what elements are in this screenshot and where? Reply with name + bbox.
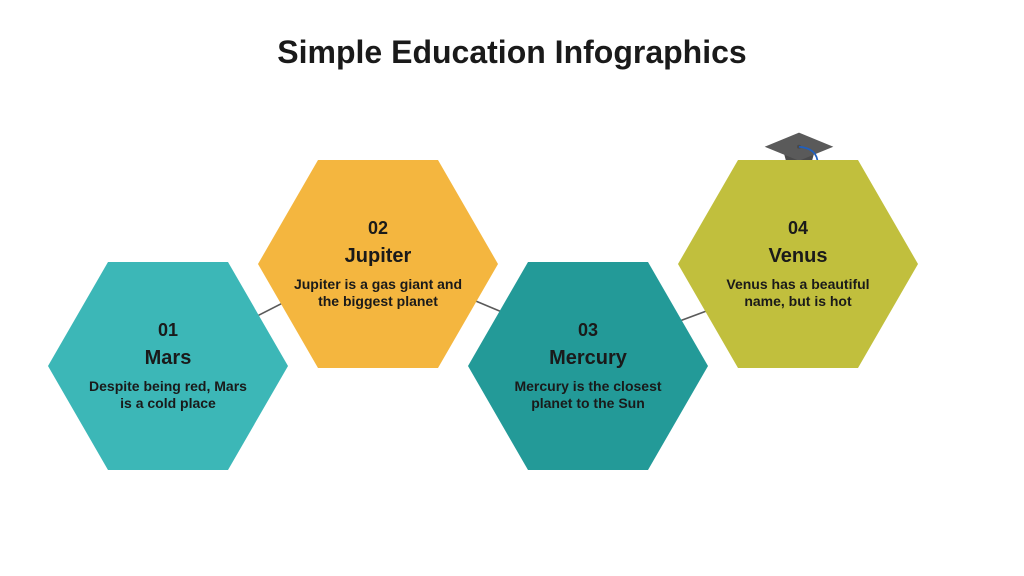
hex-number: 04	[788, 218, 808, 239]
hex-04: 04 Venus Venus has a beautiful name, but i…	[678, 160, 918, 368]
hex-02: 02 Jupiter Jupiter is a gas giant and the …	[258, 160, 498, 368]
hex-title: Mars	[145, 347, 192, 370]
hex-title: Mercury	[549, 347, 627, 370]
hex-01: 01 Mars Despite being red, Mars is a cold …	[48, 262, 288, 470]
hex-description: Venus has a beautiful name, but is hot	[712, 276, 885, 311]
hex-number: 02	[368, 218, 388, 239]
hex-description: Mercury is the closest planet to the Sun	[502, 378, 675, 413]
hex-title: Jupiter	[345, 245, 412, 268]
hex-description: Despite being red, Mars is a cold place	[82, 378, 255, 413]
hex-description: Jupiter is a gas giant and the biggest p…	[292, 276, 465, 311]
hex-number: 01	[158, 320, 178, 341]
hex-03: 03 Mercury Mercury is the closest planet t…	[468, 262, 708, 470]
infographic-stage: Simple Education Infographics 01 Mars Desp…	[0, 0, 1024, 576]
hex-number: 03	[578, 320, 598, 341]
hex-title: Venus	[769, 245, 828, 268]
page-title: Simple Education Infographics	[0, 34, 1024, 71]
